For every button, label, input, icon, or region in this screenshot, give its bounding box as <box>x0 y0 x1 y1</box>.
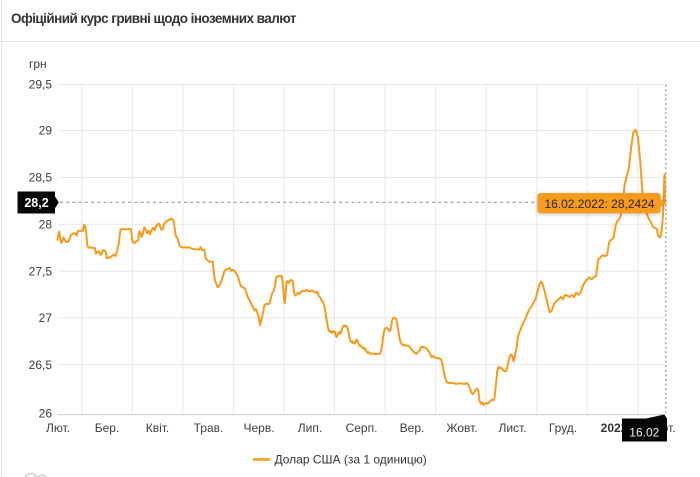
svg-text:26,5: 26,5 <box>29 358 53 372</box>
svg-text:грн: грн <box>29 57 47 71</box>
svg-text:28,2: 28,2 <box>24 196 48 210</box>
svg-text:Долар США (за 1 одиницю): Долар США (за 1 одиницю) <box>275 453 427 467</box>
svg-text:27: 27 <box>39 311 53 325</box>
svg-text:Груд.: Груд. <box>549 421 577 435</box>
svg-text:Серп.: Серп. <box>346 421 378 435</box>
svg-text:Квіт.: Квіт. <box>146 421 170 435</box>
svg-text:2022: 2022 <box>601 421 628 435</box>
svg-text:Лист.: Лист. <box>498 421 526 435</box>
svg-text:29: 29 <box>39 124 53 138</box>
svg-text:Лют.: Лют. <box>46 421 70 435</box>
svg-text:28: 28 <box>39 218 53 232</box>
svg-text:16.02: 16.02 <box>629 425 659 439</box>
svg-text:16.02.2022: 28,2424: 16.02.2022: 28,2424 <box>544 197 654 211</box>
svg-text:Жовт.: Жовт. <box>446 421 477 435</box>
svg-text:Лип.: Лип. <box>298 421 322 435</box>
svg-text:28,5: 28,5 <box>29 171 53 185</box>
svg-text:26: 26 <box>39 407 53 421</box>
svg-text:Трав.: Трав. <box>194 421 224 435</box>
svg-text:29,5: 29,5 <box>29 78 53 92</box>
svg-text:Вер.: Вер. <box>400 421 425 435</box>
svg-text:Черв.: Черв. <box>243 421 274 435</box>
svg-text:Бер.: Бер. <box>95 421 120 435</box>
svg-text:27,5: 27,5 <box>29 264 53 278</box>
